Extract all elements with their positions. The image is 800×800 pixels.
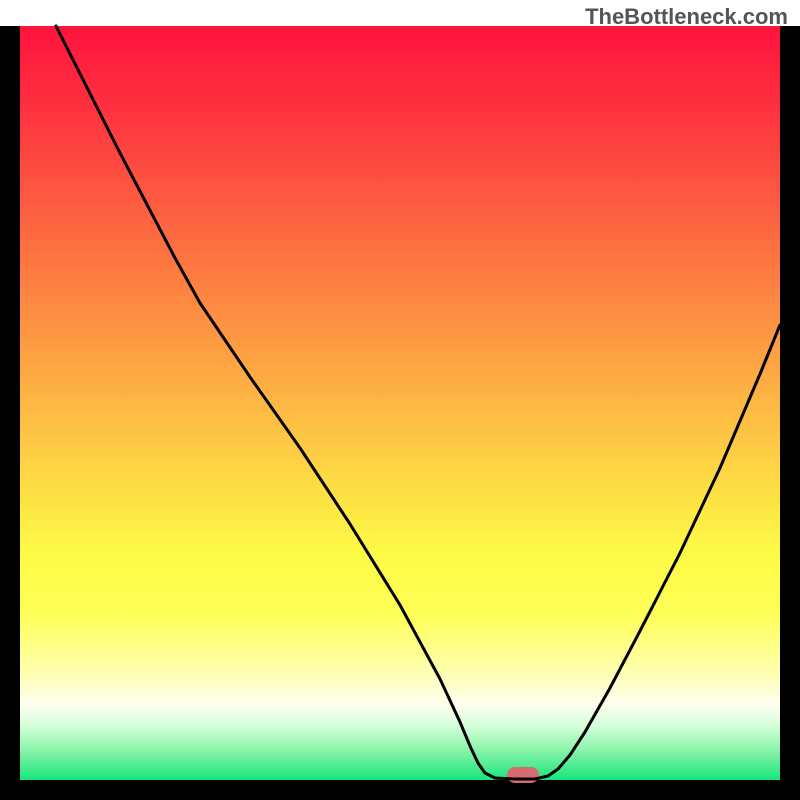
chart-container: TheBottleneck.com — [0, 0, 800, 800]
watermark-text: TheBottleneck.com — [585, 4, 788, 30]
chart-background — [20, 26, 780, 780]
optimum-marker — [507, 767, 539, 783]
bottleneck-chart — [0, 0, 800, 800]
chart-border-left — [0, 26, 20, 800]
chart-border-right — [780, 26, 800, 800]
chart-border-bottom — [0, 780, 800, 800]
